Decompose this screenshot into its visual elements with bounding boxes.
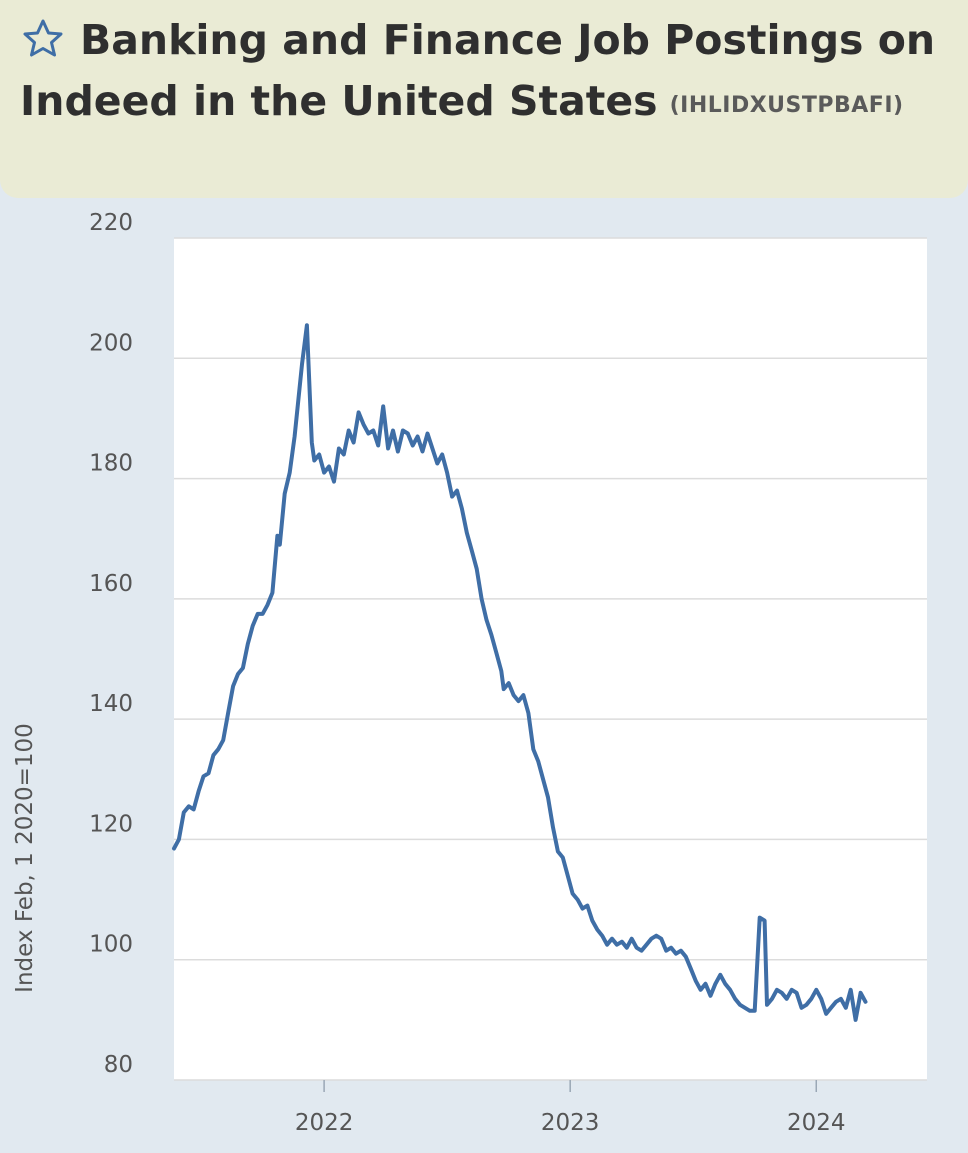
chart-area: 80 100 120 140 160 180 200 220 2022 2023 2024 Ind… xyxy=(0,198,968,1149)
y-tick-label: 220 xyxy=(89,210,133,236)
x-tick-label: 2023 xyxy=(541,1110,600,1136)
series-id[interactable]: (IHLIDXUSTPBAFI) xyxy=(669,93,904,118)
chart-title-block: Banking and Finance Job Postings on Inde… xyxy=(20,10,950,136)
chart-title: Banking and Finance Job Postings on Inde… xyxy=(20,16,936,125)
plot-area xyxy=(174,238,927,1080)
title-bar: Banking and Finance Job Postings on Inde… xyxy=(0,0,968,198)
y-tick-label: 120 xyxy=(89,811,133,837)
x-tick-label: 2022 xyxy=(295,1110,354,1136)
series-line[interactable] xyxy=(172,323,868,1022)
x-tick-label: 2024 xyxy=(787,1110,846,1136)
y-tick-label: 100 xyxy=(89,932,133,958)
y-tick-label: 160 xyxy=(89,571,133,597)
y-tick-label: 140 xyxy=(89,691,133,717)
y-tick-label: 200 xyxy=(89,330,133,356)
line-chart: 80 100 120 140 160 180 200 220 2022 2023 2024 Ind… xyxy=(12,210,927,1136)
star-outline-icon[interactable] xyxy=(20,18,66,58)
y-tick-label: 80 xyxy=(104,1052,133,1078)
y-tick-label: 180 xyxy=(89,451,133,477)
y-axis-label: Index Feb, 1 2020=100 xyxy=(12,723,38,993)
